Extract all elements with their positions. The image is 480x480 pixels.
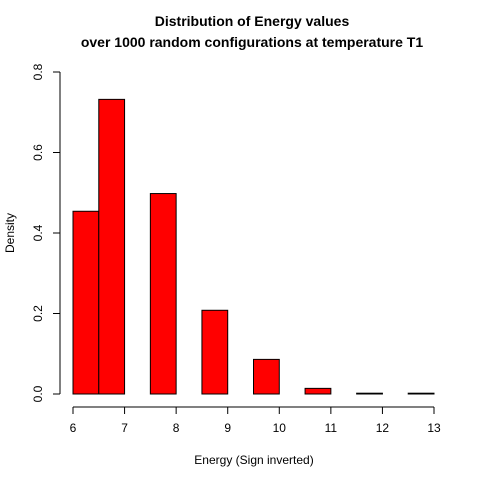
y-tick-label: 0.6 xyxy=(31,144,45,161)
histogram-bar-13 xyxy=(407,392,435,395)
x-tick-label: 11 xyxy=(325,421,338,435)
x-tick-label: 6 xyxy=(70,421,77,435)
x-tick-label: 7 xyxy=(121,421,128,435)
histogram-bar-0 xyxy=(72,210,100,395)
y-axis: 0.0 0.2 0.4 0.6 0.8 xyxy=(31,63,61,402)
x-axis-label: Energy (Sign inverted) xyxy=(194,453,313,467)
histogram-bar-3 xyxy=(149,193,177,395)
x-tick-label: 8 xyxy=(173,421,180,435)
x-tick-label: 13 xyxy=(427,421,441,435)
y-tick-label: 0.2 xyxy=(31,305,45,322)
y-tick-label: 0.4 xyxy=(31,224,45,241)
chart-title-line-1: Distribution of Energy values xyxy=(155,13,350,29)
histogram-bar-1 xyxy=(98,98,126,395)
x-tick-label: 12 xyxy=(376,421,390,435)
histogram-bar-7 xyxy=(253,358,280,395)
bars-group xyxy=(72,98,435,395)
x-tick-label: 10 xyxy=(273,421,287,435)
x-axis: 6 7 8 9 10 11 12 13 xyxy=(70,406,441,435)
x-tick-label: 9 xyxy=(224,421,231,435)
histogram-bar-5 xyxy=(201,309,229,395)
y-tick-label: 0.0 xyxy=(31,385,45,402)
histogram-bar-11 xyxy=(356,392,383,395)
chart-title-line-2: over 1000 random configurations at tempe… xyxy=(81,34,424,50)
histogram-bar-9 xyxy=(304,387,332,395)
y-tick-label: 0.8 xyxy=(31,63,45,80)
y-axis-label: Density xyxy=(3,213,17,253)
